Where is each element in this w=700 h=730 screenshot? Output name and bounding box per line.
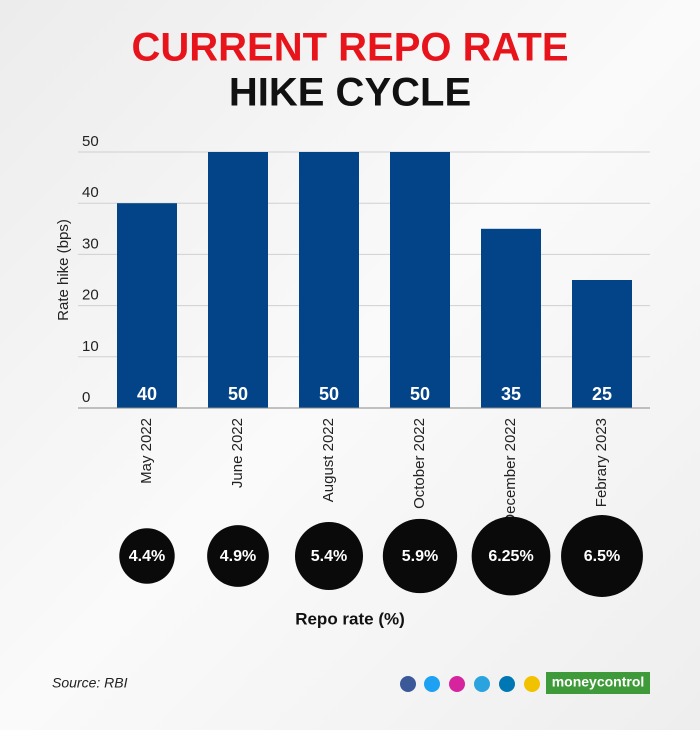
y-tick-label: 20 (82, 287, 99, 304)
repo-rate-value: 6.5% (584, 548, 620, 565)
data-label: 50 (319, 384, 339, 404)
chart-title: CURRENT REPO RATE (131, 26, 568, 70)
repo-rate-circle (119, 528, 175, 584)
data-label: 50 (410, 384, 430, 404)
brand: moneycontrol (552, 674, 645, 690)
icon (449, 676, 465, 692)
data-label: 25 (592, 384, 612, 404)
brand-box (546, 672, 650, 694)
y-tick-label: 40 (82, 184, 99, 201)
repo-rate-label: Repo rate (%) (295, 609, 405, 628)
icon (524, 676, 540, 692)
y-tick-label: 30 (82, 235, 99, 252)
data-label: 40 (137, 384, 157, 404)
x-tick-label: December 2022 (502, 418, 519, 525)
repo-rate-value: 5.9% (402, 548, 438, 565)
chart-subtitle: HIKE CYCLE (229, 71, 471, 115)
repo-rate-circle (561, 515, 643, 597)
x-tick-label: June 2022 (229, 418, 246, 488)
y-axis-label: Rate hike (bps) (55, 219, 72, 321)
x-tick-label: Febrary 2023 (593, 418, 610, 507)
repo-rate-circle (207, 525, 269, 587)
icon (499, 676, 515, 692)
bar (390, 152, 450, 408)
repo-rate-value: 5.4% (311, 548, 347, 565)
icon (424, 676, 440, 692)
y-tick-label: 50 (82, 133, 99, 150)
x-tick-label: May 2022 (138, 418, 155, 484)
data-label: 50 (228, 384, 248, 404)
bar (481, 228, 541, 408)
bar (572, 280, 632, 408)
icon (400, 676, 416, 692)
bar (299, 152, 359, 408)
data-label: 35 (501, 384, 521, 404)
bar (117, 203, 177, 408)
bar (208, 152, 268, 408)
x-tick-label: August 2022 (320, 418, 337, 502)
social-icons (400, 676, 540, 692)
x-tick-label: October 2022 (411, 418, 428, 509)
repo-rate-circle (294, 521, 364, 591)
source: Source: RBI (52, 675, 128, 691)
repo-rate-circle (471, 516, 551, 596)
repo-rate-value: 4.9% (220, 548, 256, 565)
repo-rate-value: 4.4% (129, 548, 165, 565)
repo-rate-value: 6.25% (488, 548, 533, 565)
icon (474, 676, 490, 692)
y-tick-label: 10 (82, 338, 99, 355)
y-tick-label: 0 (82, 389, 90, 406)
repo-rate-circle (382, 518, 458, 594)
